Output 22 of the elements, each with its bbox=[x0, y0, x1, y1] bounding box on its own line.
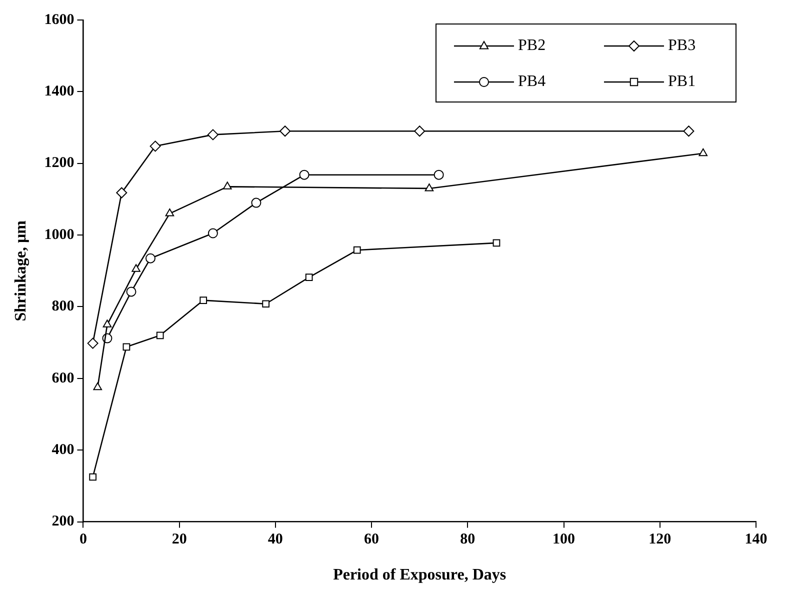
y-tick-label: 1400 bbox=[44, 84, 74, 100]
x-tick-label: 100 bbox=[552, 532, 576, 548]
x-tick-label: 60 bbox=[364, 532, 380, 548]
y-tick-label: 1200 bbox=[44, 155, 74, 172]
y-tick-label: 1000 bbox=[44, 226, 74, 243]
legend-label: PB1 bbox=[668, 73, 696, 90]
y-tick-label: 600 bbox=[52, 370, 74, 386]
y-tick-label: 800 bbox=[52, 298, 74, 315]
legend-label: PB3 bbox=[668, 37, 696, 54]
x-tick-label: 140 bbox=[744, 532, 768, 548]
x-tick-label: 40 bbox=[268, 532, 283, 548]
legend-label: PB2 bbox=[518, 37, 546, 54]
legend-label: PB4 bbox=[518, 73, 546, 90]
x-tick-label: 0 bbox=[79, 532, 87, 548]
x-tick-label: 120 bbox=[648, 532, 672, 548]
y-tick-label: 1600 bbox=[44, 12, 74, 28]
y-axis-title: Shrinkage, µm bbox=[12, 220, 30, 322]
x-axis-title: Period of Exposure, Days bbox=[333, 566, 506, 584]
x-tick-label: 80 bbox=[460, 532, 476, 548]
y-tick-label: 400 bbox=[52, 442, 74, 458]
x-tick-label: 20 bbox=[172, 532, 187, 548]
y-tick-label: 200 bbox=[52, 514, 74, 530]
